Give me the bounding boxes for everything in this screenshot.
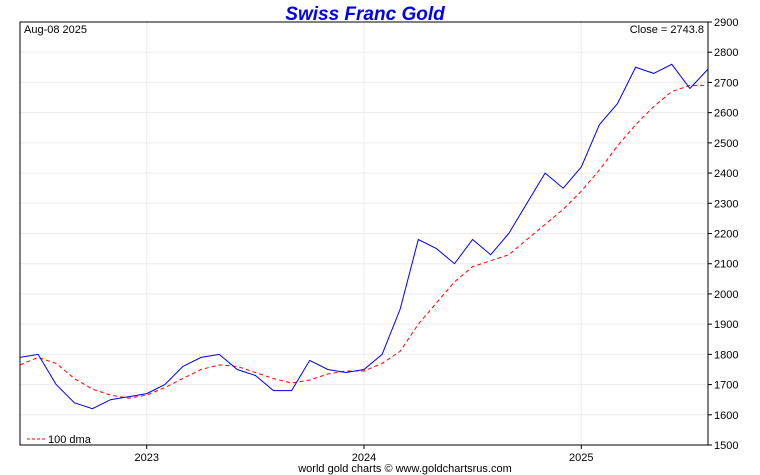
x-tick-label: 2023	[134, 452, 158, 464]
y-tick-label: 2600	[714, 108, 738, 120]
dma-series-line	[19, 84, 708, 399]
y-tick-label: 2800	[714, 47, 738, 59]
y-tick-label: 2300	[714, 198, 738, 210]
grid	[20, 21, 708, 446]
price-series-line	[19, 63, 709, 410]
date-label: Aug-08 2025	[24, 24, 87, 36]
y-tick-label: 2200	[714, 229, 738, 241]
y-tick-label: 1900	[714, 319, 738, 331]
x-tick-label: 2024	[352, 452, 376, 464]
y-tick-label: 1500	[714, 440, 738, 452]
x-tick-label: 2025	[569, 452, 593, 464]
x-axis: 2023 2024 2025	[134, 445, 594, 464]
y-tick-label: 1800	[714, 349, 738, 361]
legend-label: 100 dma	[48, 434, 92, 446]
y-tick-label: 1700	[714, 380, 738, 392]
y-tick-label: 2900	[714, 17, 738, 29]
chart-title: Swiss Franc Gold	[285, 4, 445, 25]
y-tick-label: 2000	[714, 289, 738, 301]
y-tick-label: 2500	[714, 138, 738, 150]
y-axis: 1500 1600 1700 1800 1900 2000 2100 2200 2300 2400…	[708, 17, 738, 452]
credit-text: world gold charts © www.goldchartsrus.co…	[297, 463, 512, 475]
close-label: Close = 2743.8	[630, 24, 704, 36]
y-tick-label: 2100	[714, 259, 738, 271]
y-tick-label: 2700	[714, 77, 738, 89]
y-tick-label: 1600	[714, 410, 738, 422]
y-tick-label: 2400	[714, 168, 738, 180]
